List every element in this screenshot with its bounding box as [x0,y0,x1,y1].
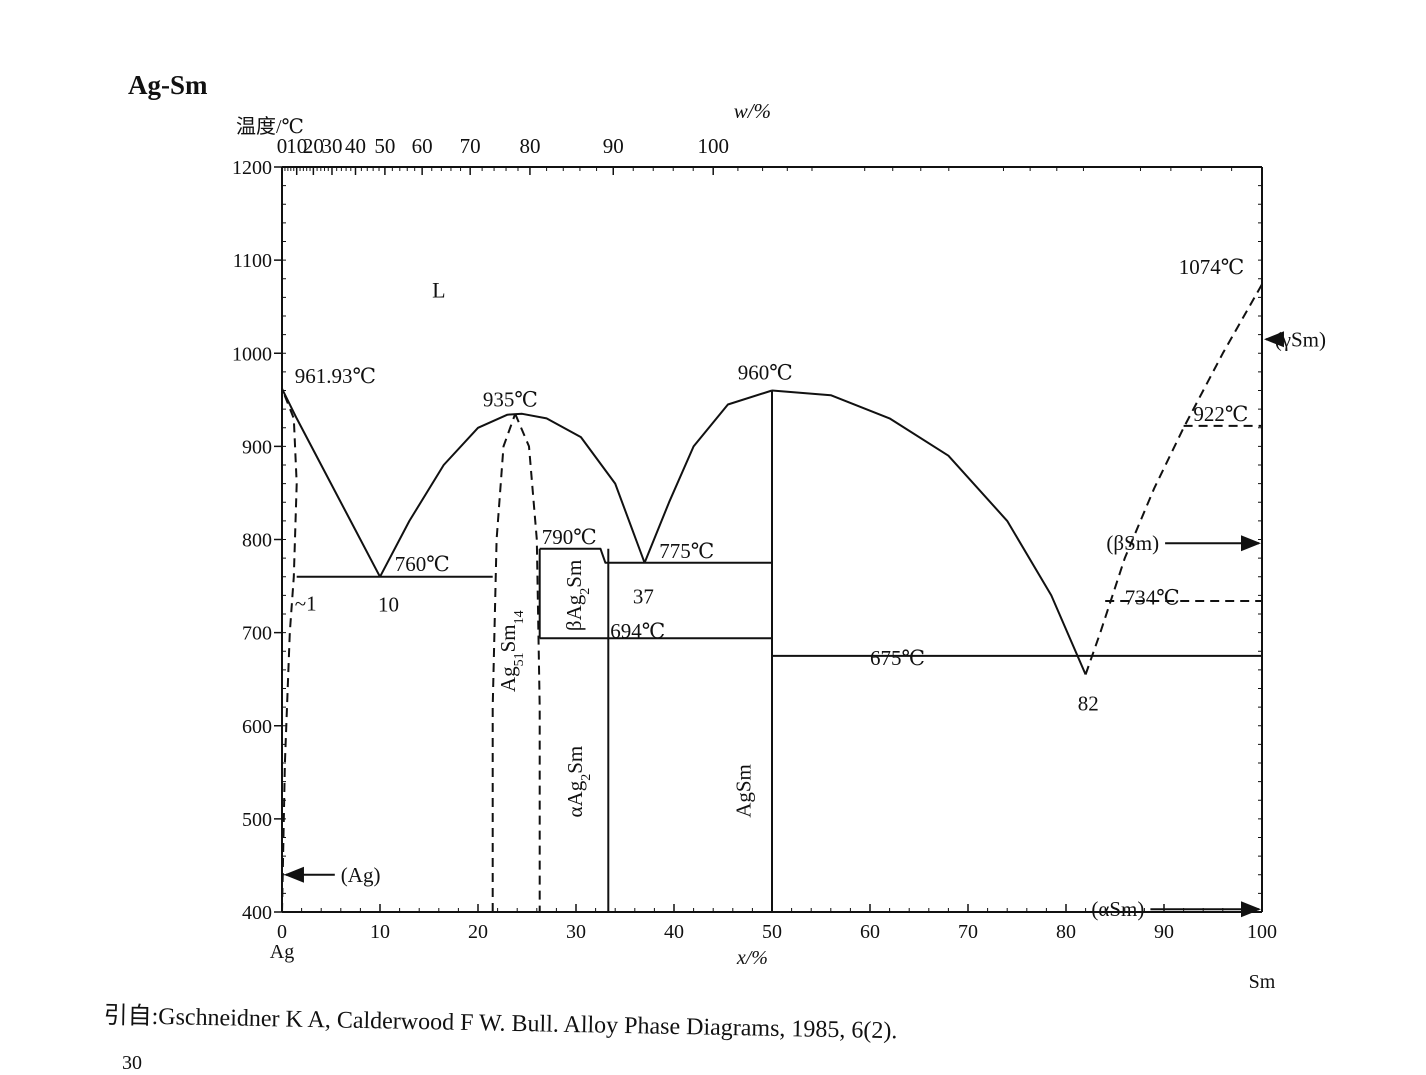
composition-label: ~1 [295,592,317,616]
x-tick-label-bottom: 100 [1247,921,1277,943]
x-tick-label-top: 40 [345,134,366,158]
x-tick-label-top: 70 [460,134,481,158]
phase-boundary-dashed [491,413,517,912]
y-tick-label: 1200 [232,157,272,179]
x-tick-label-top: 10 [286,134,307,158]
page-number: 30 [122,1052,142,1074]
phase-label: Ag51Sm14 [496,610,527,692]
x-tick-label-bottom: 50 [762,921,782,943]
phase-arrow-label: (αSm) [1091,897,1144,921]
x-tick-label-bottom: 80 [1056,921,1076,943]
endpoint-label-ag: Ag [270,941,294,963]
phase-label-subscript: 2 [577,588,592,595]
phase-boundary-solid [771,389,1087,675]
phase-boundary-solid [281,388,381,578]
phase-label-subscript: 2 [578,774,593,781]
phase-boundary-solid [539,547,772,564]
phase-label: αAg2Sm [563,746,594,818]
x-tick-label-top: 80 [519,134,540,158]
composition-label: 82 [1078,691,1099,715]
x-tick-label-bottom: 90 [1154,921,1174,943]
y-tick-label: 1000 [232,343,272,365]
y-axis-label: 温度/℃ [236,116,304,138]
temperature-label: 760℃ [395,552,450,576]
phase-boundaries [281,283,1284,918]
x-tick-label-bottom: 60 [860,921,880,943]
temperature-label: 694℃ [610,619,665,643]
phase-boundary-dashed [1084,283,1263,675]
temperature-label: 935℃ [483,387,538,411]
phase-label-part: βAg [562,594,586,631]
temperature-label: 790℃ [542,525,597,549]
x-axis-label-top: w/% [734,99,771,123]
temperature-label: 922℃ [1193,402,1248,426]
y-tick-label: 600 [242,716,272,738]
phase-label-part: Sm [562,560,586,588]
y-tick-label: 700 [242,623,272,645]
x-tick-label-bottom: 30 [566,921,586,943]
phase-label-part: αAg [563,780,587,817]
phase-label: AgSm [731,764,755,818]
temperature-label: 1074℃ [1179,255,1245,279]
x-tick-label-bottom: 10 [370,921,390,943]
x-tick-label-top: 30 [321,134,342,158]
endpoint-label-sm: Sm [1249,971,1276,993]
phase-arrow-label: (Ag) [341,863,381,887]
phase-boundary-dashed [514,413,541,912]
composition-label: 10 [378,593,399,617]
x-tick-label-bottom: 70 [958,921,978,943]
phase-label-subscript: 14 [512,610,527,624]
region-label: L [432,277,445,302]
temperature-label: 961.93℃ [295,364,376,388]
composition-label: 37 [633,584,654,608]
phase-boundary-solid [643,389,773,564]
x-tick-label-bottom: 0 [277,921,287,943]
x-tick-label-top: 50 [374,134,395,158]
temperature-label: 775℃ [659,539,714,563]
phase-arrow-label: (γSm) [1275,327,1326,351]
phase-label-part: Sm [496,624,520,652]
x-tick-label-top: 100 [697,134,729,158]
phase-label-part: Sm [563,746,587,774]
phase-label-subscript: 51 [512,652,527,666]
x-tick-label-bottom: 20 [468,921,488,943]
temperature-label: 675℃ [870,646,925,670]
y-tick-label: 400 [242,902,272,924]
temperature-label: 734℃ [1125,586,1180,610]
y-tick-label: 900 [242,436,272,458]
y-tick-label: 800 [242,530,272,552]
x-axis-label-bottom: x/% [736,947,768,969]
x-tick-label-bottom: 40 [664,921,684,943]
phase-label-part: AgSm [731,764,755,818]
phase-boundary-dashed [281,388,298,913]
chart-title: Ag-Sm [128,70,208,100]
temperature-label: 960℃ [738,360,793,384]
phase-arrow-label: (βSm) [1106,531,1159,555]
x-tick-label-top: 90 [603,134,624,158]
x-tick-label-top: 60 [412,134,433,158]
phase-label: βAg2Sm [562,560,593,631]
x-tick-label-top: 0 [277,134,288,158]
y-tick-label: 1100 [233,250,272,272]
y-tick-label: 500 [242,809,272,831]
x-tick-label-top: 20 [303,134,324,158]
phase-label-part: Ag [496,666,520,692]
